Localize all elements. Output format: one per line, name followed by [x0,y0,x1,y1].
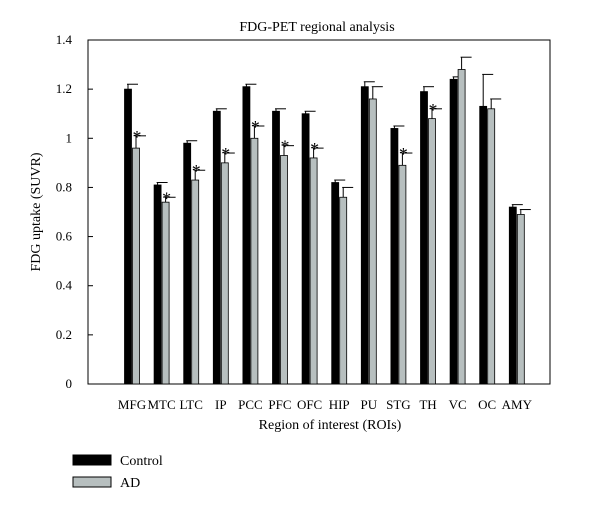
x-tick-label: OC [478,397,496,412]
bar-control [153,184,162,385]
significance-star: * [133,127,142,147]
bar-ad [487,108,496,385]
y-tick-label: 0.6 [56,229,73,244]
chart-title: FDG-PET regional analysis [239,20,394,35]
bar-ad [250,137,259,385]
bar-control [124,88,132,385]
bar-control [331,182,340,385]
x-tick-label: MFG [118,397,146,412]
significance-star: * [251,117,260,137]
bar-ad [428,118,436,385]
bar-control [479,105,488,385]
bar-series [124,56,531,385]
x-tick-label: TH [419,397,436,412]
x-tick-label: LTC [180,397,203,412]
bar-control [183,142,192,385]
significance-star: * [281,137,290,157]
bar-ad [132,147,140,385]
bar-control [242,86,251,385]
x-tick-label: MTC [148,397,176,412]
bar-ad [161,201,170,385]
significance-star: * [192,161,201,181]
legend-label-control: Control [120,454,163,469]
y-axis-label: FDG uptake (SUVR) [29,152,44,271]
y-tick-label: 0.4 [56,278,73,293]
bar-ad [457,69,466,385]
y-tick-label: 0 [66,376,73,391]
bar-ad [191,179,200,385]
legend-swatch-ad [72,476,112,488]
significance-markers: * * * * * * * * * [133,100,438,208]
bar-ad [339,196,348,385]
y-tick-label: 1 [66,130,73,145]
plot-frame [87,39,551,385]
x-tick-label: HIP [329,397,350,412]
x-tick-label: VC [449,397,467,412]
x-tick-label: IP [215,397,227,412]
bar-control [301,113,310,385]
bar-control [212,110,221,385]
significance-star: * [221,144,230,164]
legend-item-control: Control [72,454,163,469]
bar-control [420,91,428,385]
legend-swatch-control [72,454,112,466]
y-tick-label: 1.2 [56,81,72,96]
bar-ad [309,157,318,385]
bar-control [508,206,517,385]
bar-ad [516,214,525,385]
significance-star: * [399,144,408,164]
significance-star: * [310,139,319,159]
legend: Control AD [72,454,163,491]
legend-item-ad: AD [72,476,140,491]
bar-ad [368,98,377,385]
x-tick-label: AMY [502,397,533,412]
x-tick-label: OFC [297,397,322,412]
x-axis-label: Region of interest (ROIs) [259,418,402,433]
x-tick-label: PCC [238,397,263,412]
bar-ad [280,155,288,385]
bar-control [449,78,458,385]
significance-star: * [429,100,438,120]
bar-control [390,128,399,385]
bar-control [360,86,369,385]
significance-star: * [162,188,171,208]
bar-ad [220,162,229,385]
y-tick-label: 0.8 [56,179,72,194]
x-tick-label: PFC [268,397,291,412]
x-tick-label: PU [360,397,377,412]
y-axis: 0 0.2 0.4 0.6 0.8 1 1.2 1.4 [56,32,93,391]
x-tick-label: STG [386,397,411,412]
bar-ad [398,164,407,385]
y-tick-label: 0.2 [56,327,72,342]
x-axis: MFG MTC LTC IP PCC PFC OFC HIP PU STG TH VC OC AMY [118,397,533,412]
bar-control [272,110,280,385]
legend-label-ad: AD [120,476,140,491]
y-tick-label: 1.4 [56,32,73,47]
